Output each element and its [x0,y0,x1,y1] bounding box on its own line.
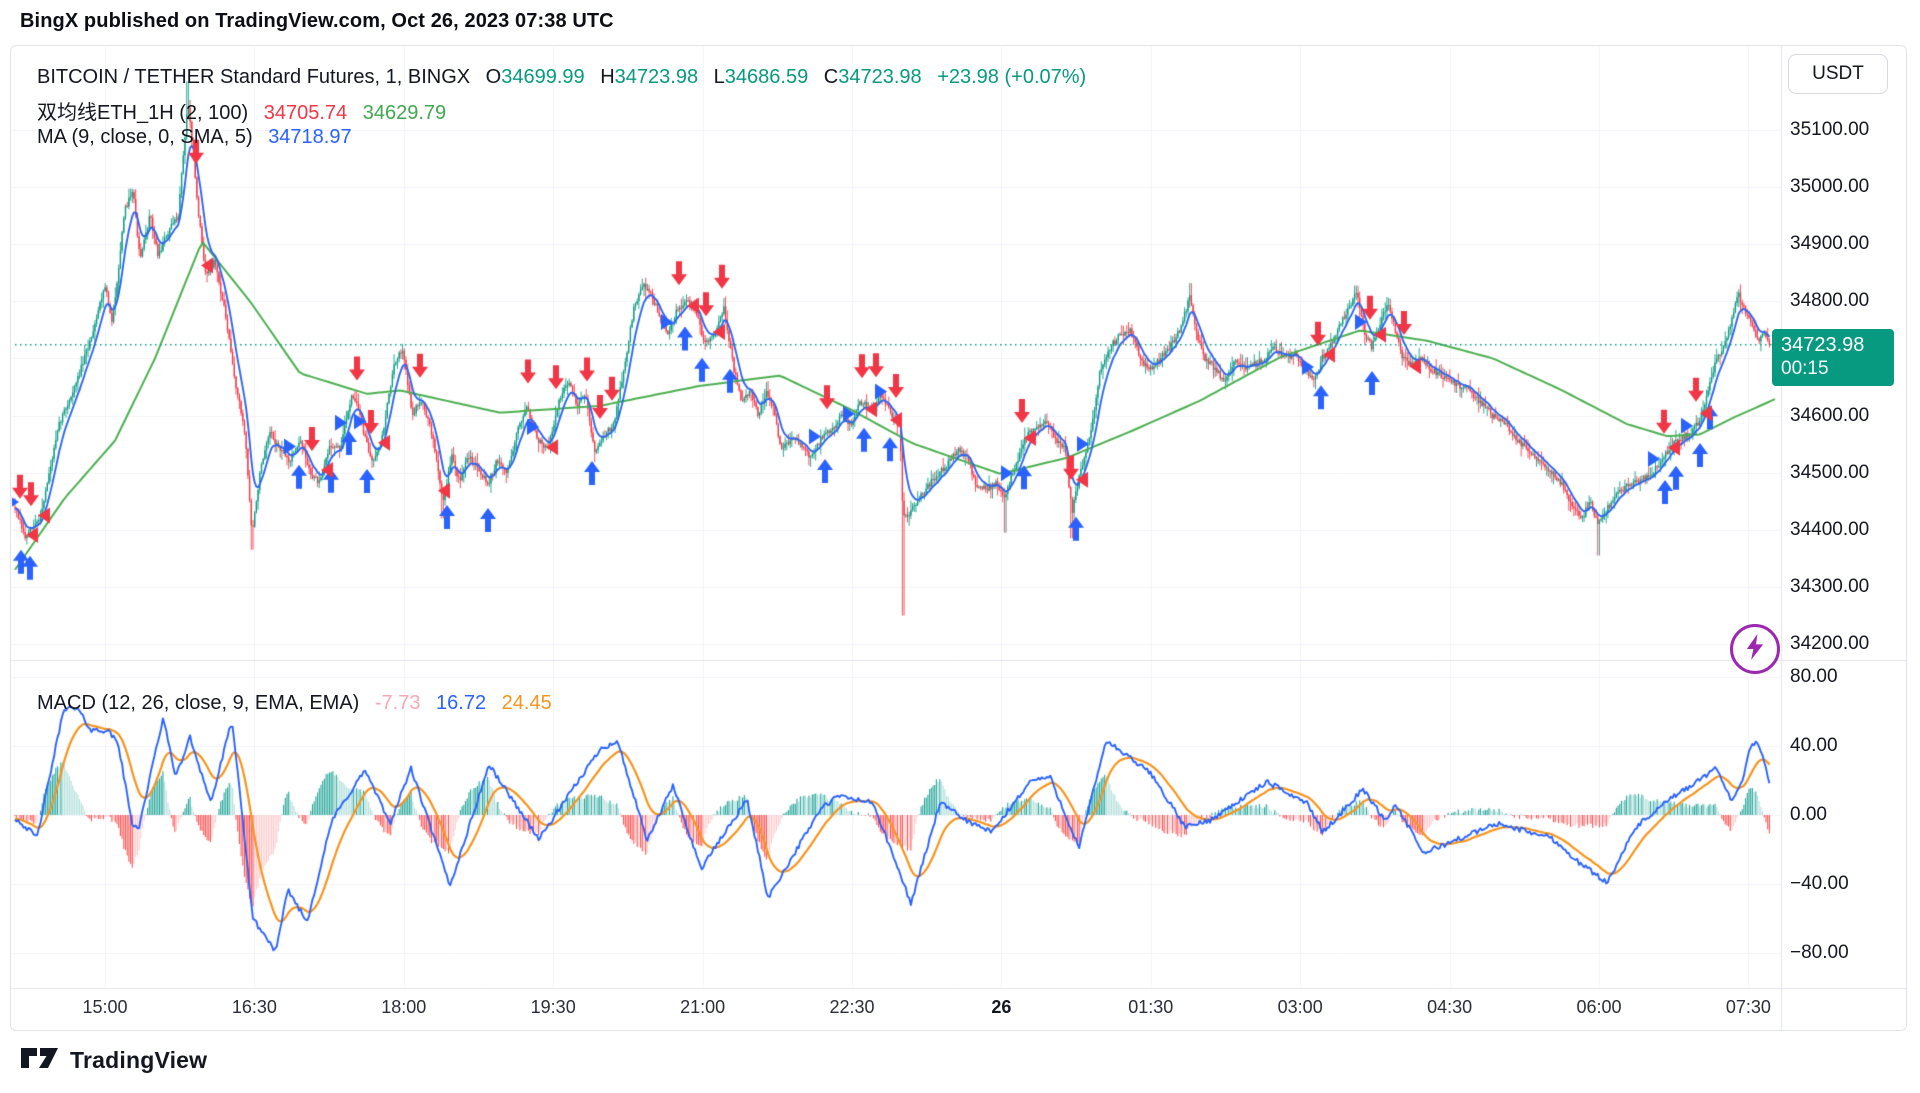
time-tick-label: 22:30 [829,997,875,1017]
open-label: O [485,66,502,88]
ma-dual-slow-value: 34629.79 [362,102,447,124]
time-tick-label: 07:30 [1725,997,1771,1017]
price-tick-label: 34800.00 [1790,290,1870,312]
macd-legend-row[interactable]: MACD (12, 26, close, 9, EMA, EMA) -7.73 … [37,692,552,715]
price-tick-label: 34500.00 [1790,461,1870,483]
macd-tick-label: 40.00 [1790,734,1838,756]
macd-hist-value: -7.73 [374,692,421,714]
low-label: L [713,66,725,88]
price-tick-label: 34300.00 [1790,575,1870,597]
macd-tick-label: −80.00 [1790,942,1849,964]
currency-toggle-button[interactable]: USDT [1788,54,1888,94]
price-tick-label: 34900.00 [1790,233,1870,255]
time-tick-label: 04:30 [1427,997,1473,1017]
macd-tick-label: 0.00 [1790,804,1827,825]
close-label: C [823,66,839,88]
high-label: H [600,66,615,88]
close-value: 34723.98 [838,66,922,88]
time-tick-label: 21:00 [680,997,726,1017]
time-tick-label: 06:00 [1576,997,1622,1017]
ma-dual-legend-row[interactable]: 双均线ETH_1H (2, 100) 34705.74 34629.79 [37,96,446,125]
macd-tick-label: −40.00 [1790,873,1849,895]
tradingview-logo-icon [20,1045,60,1076]
symbol-title[interactable]: BITCOIN / TETHER Standard Futures, 1, BI… [37,66,471,88]
open-value: 34699.99 [501,66,585,88]
price-tick-label: 34200.00 [1790,632,1870,654]
time-tick-label: 01:30 [1128,997,1174,1017]
current-price-value: 34723.98 [1781,334,1865,356]
price-tick-label: 35100.00 [1790,119,1870,140]
time-tick-label: 19:30 [530,997,576,1017]
ma-dual-fast-value: 34705.74 [263,102,348,124]
macd-tick-label: 80.00 [1790,665,1838,687]
time-tick-label: 15:00 [82,997,128,1017]
current-price-badge: 34723.98 00:15 [1772,329,1894,386]
price-tick-label: 34600.00 [1790,404,1870,426]
high-value: 34723.98 [614,66,699,88]
lightning-icon [1744,633,1766,665]
price-tick-label: 34400.00 [1790,518,1870,540]
symbol-legend-row[interactable]: BITCOIN / TETHER Standard Futures, 1, BI… [37,66,1086,89]
tradingview-watermark[interactable]: TradingView [20,1045,207,1076]
ma-legend-row[interactable]: MA (9, close, 0, SMA, 5) 34718.97 [37,126,352,149]
price-tick-label: 35000.00 [1790,176,1870,198]
low-value: 34686.59 [724,66,809,88]
ma-value: 34718.97 [268,126,352,148]
macd-line-value: 16.72 [436,692,487,714]
time-tick-label: 26 [991,997,1012,1017]
time-tick-label: 18:00 [381,997,427,1017]
change-value: +23.98 (+0.07%) [937,66,1087,88]
ma-name[interactable]: MA (9, close, 0, SMA, 5) [37,126,253,148]
ma-dual-name[interactable]: 双均线ETH_1H (2, 100) [37,102,249,124]
tradingview-logo-text: TradingView [70,1047,208,1073]
macd-signal-value: 24.45 [501,692,552,714]
candle-countdown: 00:15 [1781,358,1829,379]
macd-name[interactable]: MACD (12, 26, close, 9, EMA, EMA) [37,692,360,714]
instant-trading-button[interactable] [1730,624,1780,674]
time-tick-label: 16:30 [231,997,277,1017]
time-tick-label: 03:00 [1277,997,1323,1017]
